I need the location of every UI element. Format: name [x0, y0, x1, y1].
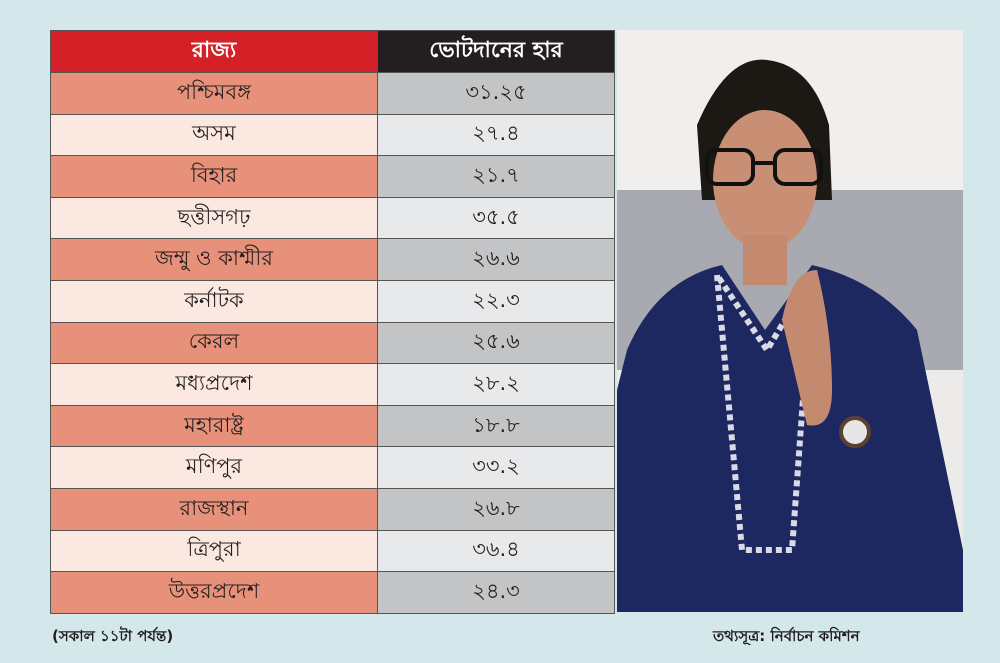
rate-cell: ২২.৩ — [377, 279, 615, 323]
neck — [743, 235, 787, 285]
table-row: ত্রিপুরা ৩৬.৪ — [50, 529, 615, 573]
table-row: মণিপুর ৩৩.২ — [50, 446, 615, 489]
table-row: জম্মু ও কাশ্মীর ২৬.৬ — [50, 238, 615, 281]
state-cell: অসম — [50, 113, 378, 157]
state-cell: উত্তরপ্রদেশ — [50, 571, 378, 614]
table-row: উত্তরপ্রদেশ ২৪.৩ — [50, 571, 615, 614]
state-cell: মধ্যপ্রদেশ — [50, 363, 378, 406]
table-row: বিহার ২১.৭ — [50, 155, 615, 198]
table-row: মধ্যপ্রদেশ ২৮.২ — [50, 363, 615, 406]
rate-cell: ২৫.৬ — [377, 321, 615, 365]
state-cell: জম্মু ও কাশ্মীর — [50, 238, 378, 281]
state-cell: মহারাষ্ট্র — [50, 404, 378, 448]
rate-cell: ১৮.৮ — [377, 404, 615, 448]
state-cell: রাজস্থান — [50, 487, 378, 531]
table-row: পশ্চিমবঙ্গ ৩১.২৫ — [50, 72, 615, 115]
raised-hand — [782, 270, 832, 426]
table-row: কর্নাটক ২২.৩ — [50, 279, 615, 323]
rate-cell: ২৮.২ — [377, 363, 615, 406]
wristwatch — [839, 416, 871, 448]
state-cell: বিহার — [50, 155, 378, 198]
rate-cell: ৩৫.৫ — [377, 196, 615, 240]
time-note: (সকাল ১১টা পর্যন্ত) — [52, 627, 174, 645]
table-row: মহারাষ্ট্র ১৮.৮ — [50, 404, 615, 448]
rate-cell: ২৬.৬ — [377, 238, 615, 281]
state-cell: পশ্চিমবঙ্গ — [50, 72, 378, 115]
voter-photo — [617, 30, 963, 612]
blue-kurta — [617, 265, 963, 612]
rate-cell: ৩৬.৪ — [377, 529, 615, 573]
header-state: রাজ্য — [50, 30, 378, 73]
face — [713, 110, 817, 250]
rate-cell: ২৪.৩ — [377, 571, 615, 614]
rate-cell: ২৭.৪ — [377, 113, 615, 157]
state-cell: ত্রিপুরা — [50, 529, 378, 573]
table-row: অসম ২৭.৪ — [50, 113, 615, 157]
state-cell: ছত্তীসগঢ় — [50, 196, 378, 240]
state-cell: কর্নাটক — [50, 279, 378, 323]
table-row: রাজস্থান ২৬.৮ — [50, 487, 615, 531]
rate-cell: ২৬.৮ — [377, 487, 615, 531]
glasses — [705, 148, 823, 186]
state-cell: মণিপুর — [50, 446, 378, 489]
table-row: কেরল ২৫.৬ — [50, 321, 615, 365]
rate-cell: ৩১.২৫ — [377, 72, 615, 115]
table-row: ছত্তীসগঢ় ৩৫.৫ — [50, 196, 615, 240]
voter-turnout-table: রাজ্য ভোটদানের হার পশ্চিমবঙ্গ ৩১.২৫ অসম ২৭.… — [50, 30, 615, 614]
state-cell: কেরল — [50, 321, 378, 365]
source-note: তথ্যসূত্র: নির্বাচন কমিশন — [713, 627, 860, 645]
rate-cell: ৩৩.২ — [377, 446, 615, 489]
header-rate: ভোটদানের হার — [377, 30, 615, 73]
rate-cell: ২১.৭ — [377, 155, 615, 198]
